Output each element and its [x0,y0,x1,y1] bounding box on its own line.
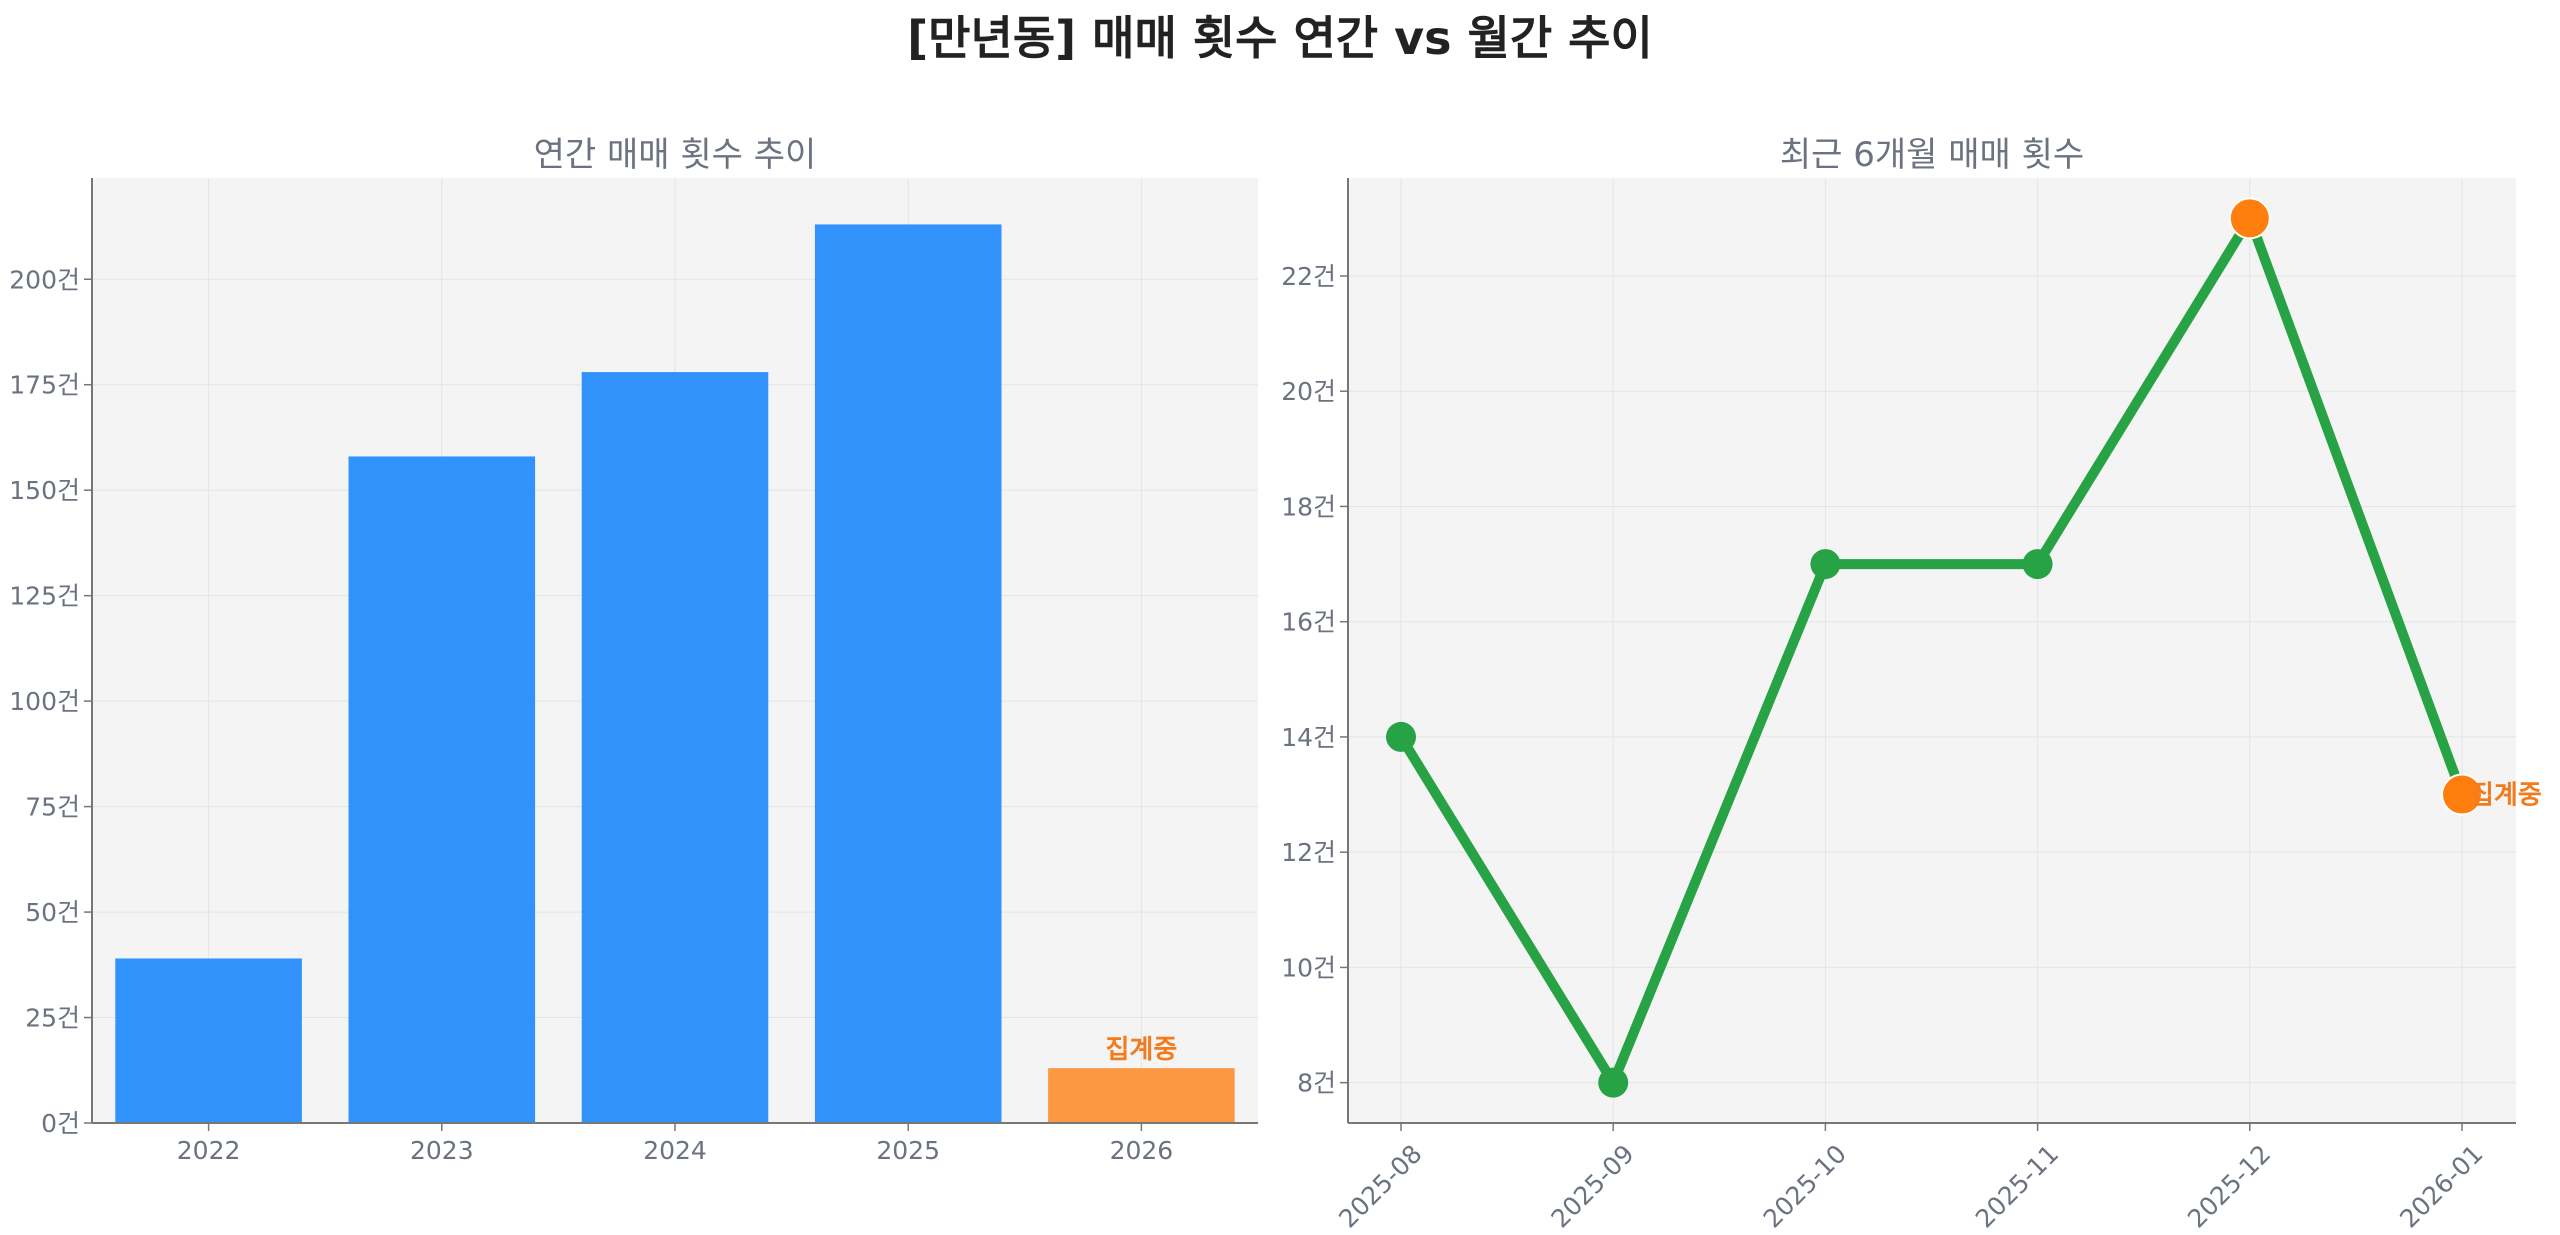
x-tick-label: 2025-11 [1970,1139,2064,1233]
y-tick-label: 200건 [9,265,80,294]
y-tick-label: 8건 [1297,1069,1336,1098]
y-tick-label: 100건 [9,687,80,716]
y-tick-label: 22건 [1281,262,1336,291]
y-tick-label: 125건 [9,582,80,611]
y-tick-label: 10건 [1281,953,1336,982]
x-tick-label: 2025-09 [1545,1139,1639,1233]
data-point-2026-01 [2441,773,2483,816]
point-annotation: 집계중 [2470,781,2542,811]
y-tick-label: 0건 [41,1109,80,1138]
figure-title: [만년동] 매매 횟수 연간 vs 월간 추이 [907,11,1653,65]
data-point-2025-09 [1598,1067,1629,1098]
x-tick-label: 2022 [177,1136,241,1165]
plot-area [1348,178,2516,1123]
bar-2024 [581,372,769,1123]
bar-2025 [814,224,1002,1123]
chart-title: 최근 6개월 매매 횟수 [1780,135,2084,175]
data-point-2025-12 [2228,197,2271,240]
bar-2022 [115,958,302,1123]
y-tick-label: 25건 [25,1004,80,1033]
y-tick-label: 16건 [1281,608,1336,637]
series-line [1396,213,2467,1088]
bar-2026 [1048,1068,1235,1123]
x-tick-label: 2025 [876,1136,940,1165]
x-tick-label: 2024 [643,1136,707,1165]
y-tick-label: 18건 [1281,492,1336,521]
y-tick-label: 175건 [9,371,80,400]
y-tick-label: 20건 [1281,377,1336,406]
y-tick-label: 50건 [25,898,80,927]
data-point-2025-10 [1810,549,1841,580]
annual-bar-chart: 0건 25건 50건 75건 100건 125건 150건 175건 200건 2022 2023 2… [9,135,1258,1165]
x-tick-label: 2025-08 [1333,1139,1427,1233]
y-tick-label: 150건 [9,476,80,505]
x-tick-label: 2023 [410,1136,474,1165]
data-point-2025-11 [2022,549,2053,580]
chart-title: 연간 매매 횟수 추이 [534,135,817,175]
x-tick-label: 2026-01 [2394,1139,2488,1233]
y-tick-label: 12건 [1281,838,1336,867]
x-tick-label: 2025-10 [1758,1139,1852,1233]
bar-annotation: 집계중 [1106,1035,1178,1065]
x-tick-label: 2025-12 [2182,1139,2276,1233]
bar-2023 [348,456,536,1123]
x-tick-label: 2026 [1110,1136,1174,1165]
data-point-2025-08 [1386,721,1416,752]
y-tick-label: 14건 [1281,723,1336,752]
y-tick-label: 75건 [25,793,80,822]
